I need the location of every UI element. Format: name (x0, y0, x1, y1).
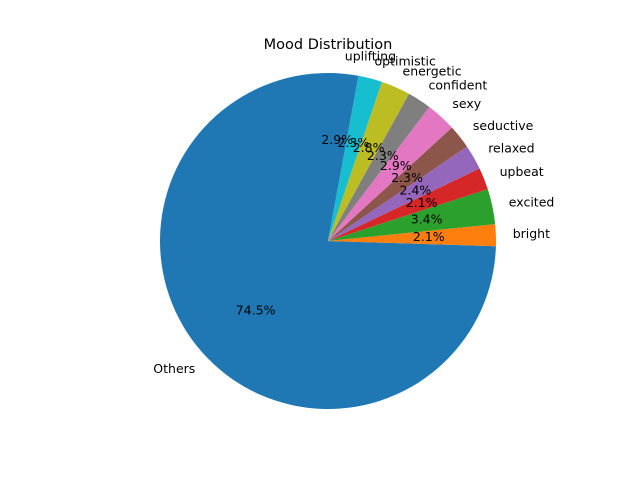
percent-label-relaxed: 2.4% (400, 182, 432, 197)
slice-label-energetic: energetic (403, 63, 462, 78)
slice-label-seductive: seductive (473, 118, 534, 133)
percent-label-upbeat: 2.1% (406, 195, 438, 210)
percent-label-sexy: 2.9% (380, 158, 412, 173)
percent-label-others: 74.5% (236, 303, 276, 318)
slice-label-uplifting: uplifting (345, 49, 396, 64)
slice-label-excited: excited (509, 195, 555, 210)
percent-label-bright: 2.1% (413, 229, 445, 244)
percent-label-energetic: 2.8% (353, 140, 385, 155)
pie-slice-excited (328, 189, 496, 241)
percent-label-uplifting: 2.9% (321, 132, 353, 147)
pie-slice-seductive (328, 127, 467, 241)
slice-label-others: Others (153, 361, 195, 376)
slice-label-relaxed: relaxed (488, 140, 534, 155)
pie-percent-labels: 74.5%2.1%3.4%2.1%2.4%2.3%2.9%2.3%2.8%2.3… (236, 132, 445, 318)
pie-slice-bright (328, 224, 497, 247)
slice-label-upbeat: upbeat (500, 164, 544, 179)
percent-label-seductive: 2.3% (391, 170, 423, 185)
pie-slice-sexy (328, 106, 452, 241)
percent-label-confident: 2.3% (367, 148, 399, 163)
pie-slice-relaxed (328, 146, 480, 241)
slice-label-bright: bright (513, 226, 550, 241)
chart-title: Mood Distribution (264, 37, 393, 53)
percent-label-excited: 3.4% (411, 212, 443, 227)
pie-slice-upbeat (328, 168, 488, 241)
percent-label-optimistic: 2.3% (338, 135, 370, 150)
pie-slice-energetic (328, 81, 409, 241)
pie-slice-uplifting (328, 73, 359, 241)
pie-slice-confident (328, 93, 430, 241)
pie-slice-optimistic (328, 75, 382, 241)
slice-label-confident: confident (429, 77, 488, 92)
slice-label-optimistic: optimistic (375, 54, 436, 69)
pie-slices (160, 73, 497, 410)
pie-slice-labels: Others bright excited upbeat relaxed seductiv… (153, 49, 554, 377)
pie-slice-others (160, 73, 496, 410)
slice-label-sexy: sexy (452, 96, 481, 111)
